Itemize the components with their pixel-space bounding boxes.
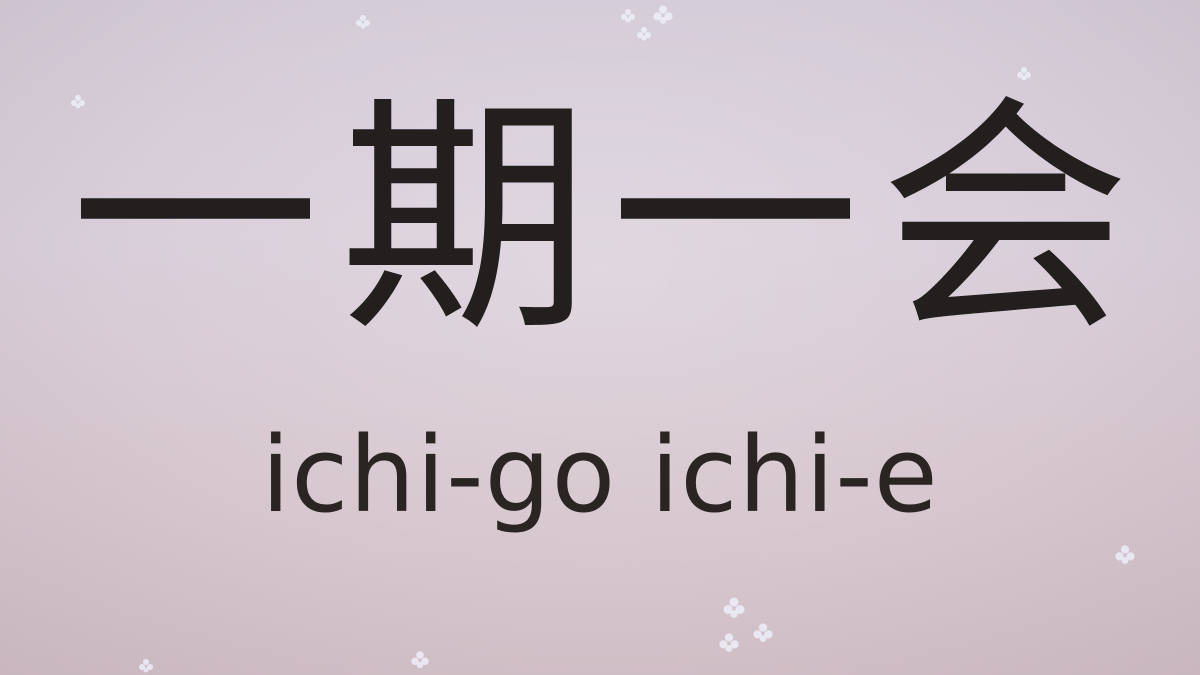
sakura-petal-icon <box>753 623 773 642</box>
sakura-petal-icon <box>653 5 673 24</box>
kanji-char-go: 期 <box>340 74 590 365</box>
sakura-petal-icon <box>637 27 651 41</box>
kanji-char-ichi: 一 <box>70 74 320 365</box>
sakura-petal-icon <box>723 597 745 618</box>
sakura-petal-icon <box>139 659 153 673</box>
sakura-petal-icon <box>411 651 429 669</box>
sakura-petal-icon <box>621 9 635 23</box>
romaji-reading: ichi-go ichi-e <box>261 414 939 536</box>
kanji-phrase: 一 期 一 会 <box>60 90 1140 350</box>
sakura-petal-icon <box>71 95 85 109</box>
sakura-petal-icon <box>356 15 370 29</box>
sakura-petal-icon <box>1017 67 1031 81</box>
kanji-char-e: 会 <box>880 74 1130 365</box>
sakura-petal-icon <box>1115 545 1135 564</box>
sakura-petal-icon <box>719 633 739 652</box>
kanji-char-ichi-2: 一 <box>610 74 860 365</box>
